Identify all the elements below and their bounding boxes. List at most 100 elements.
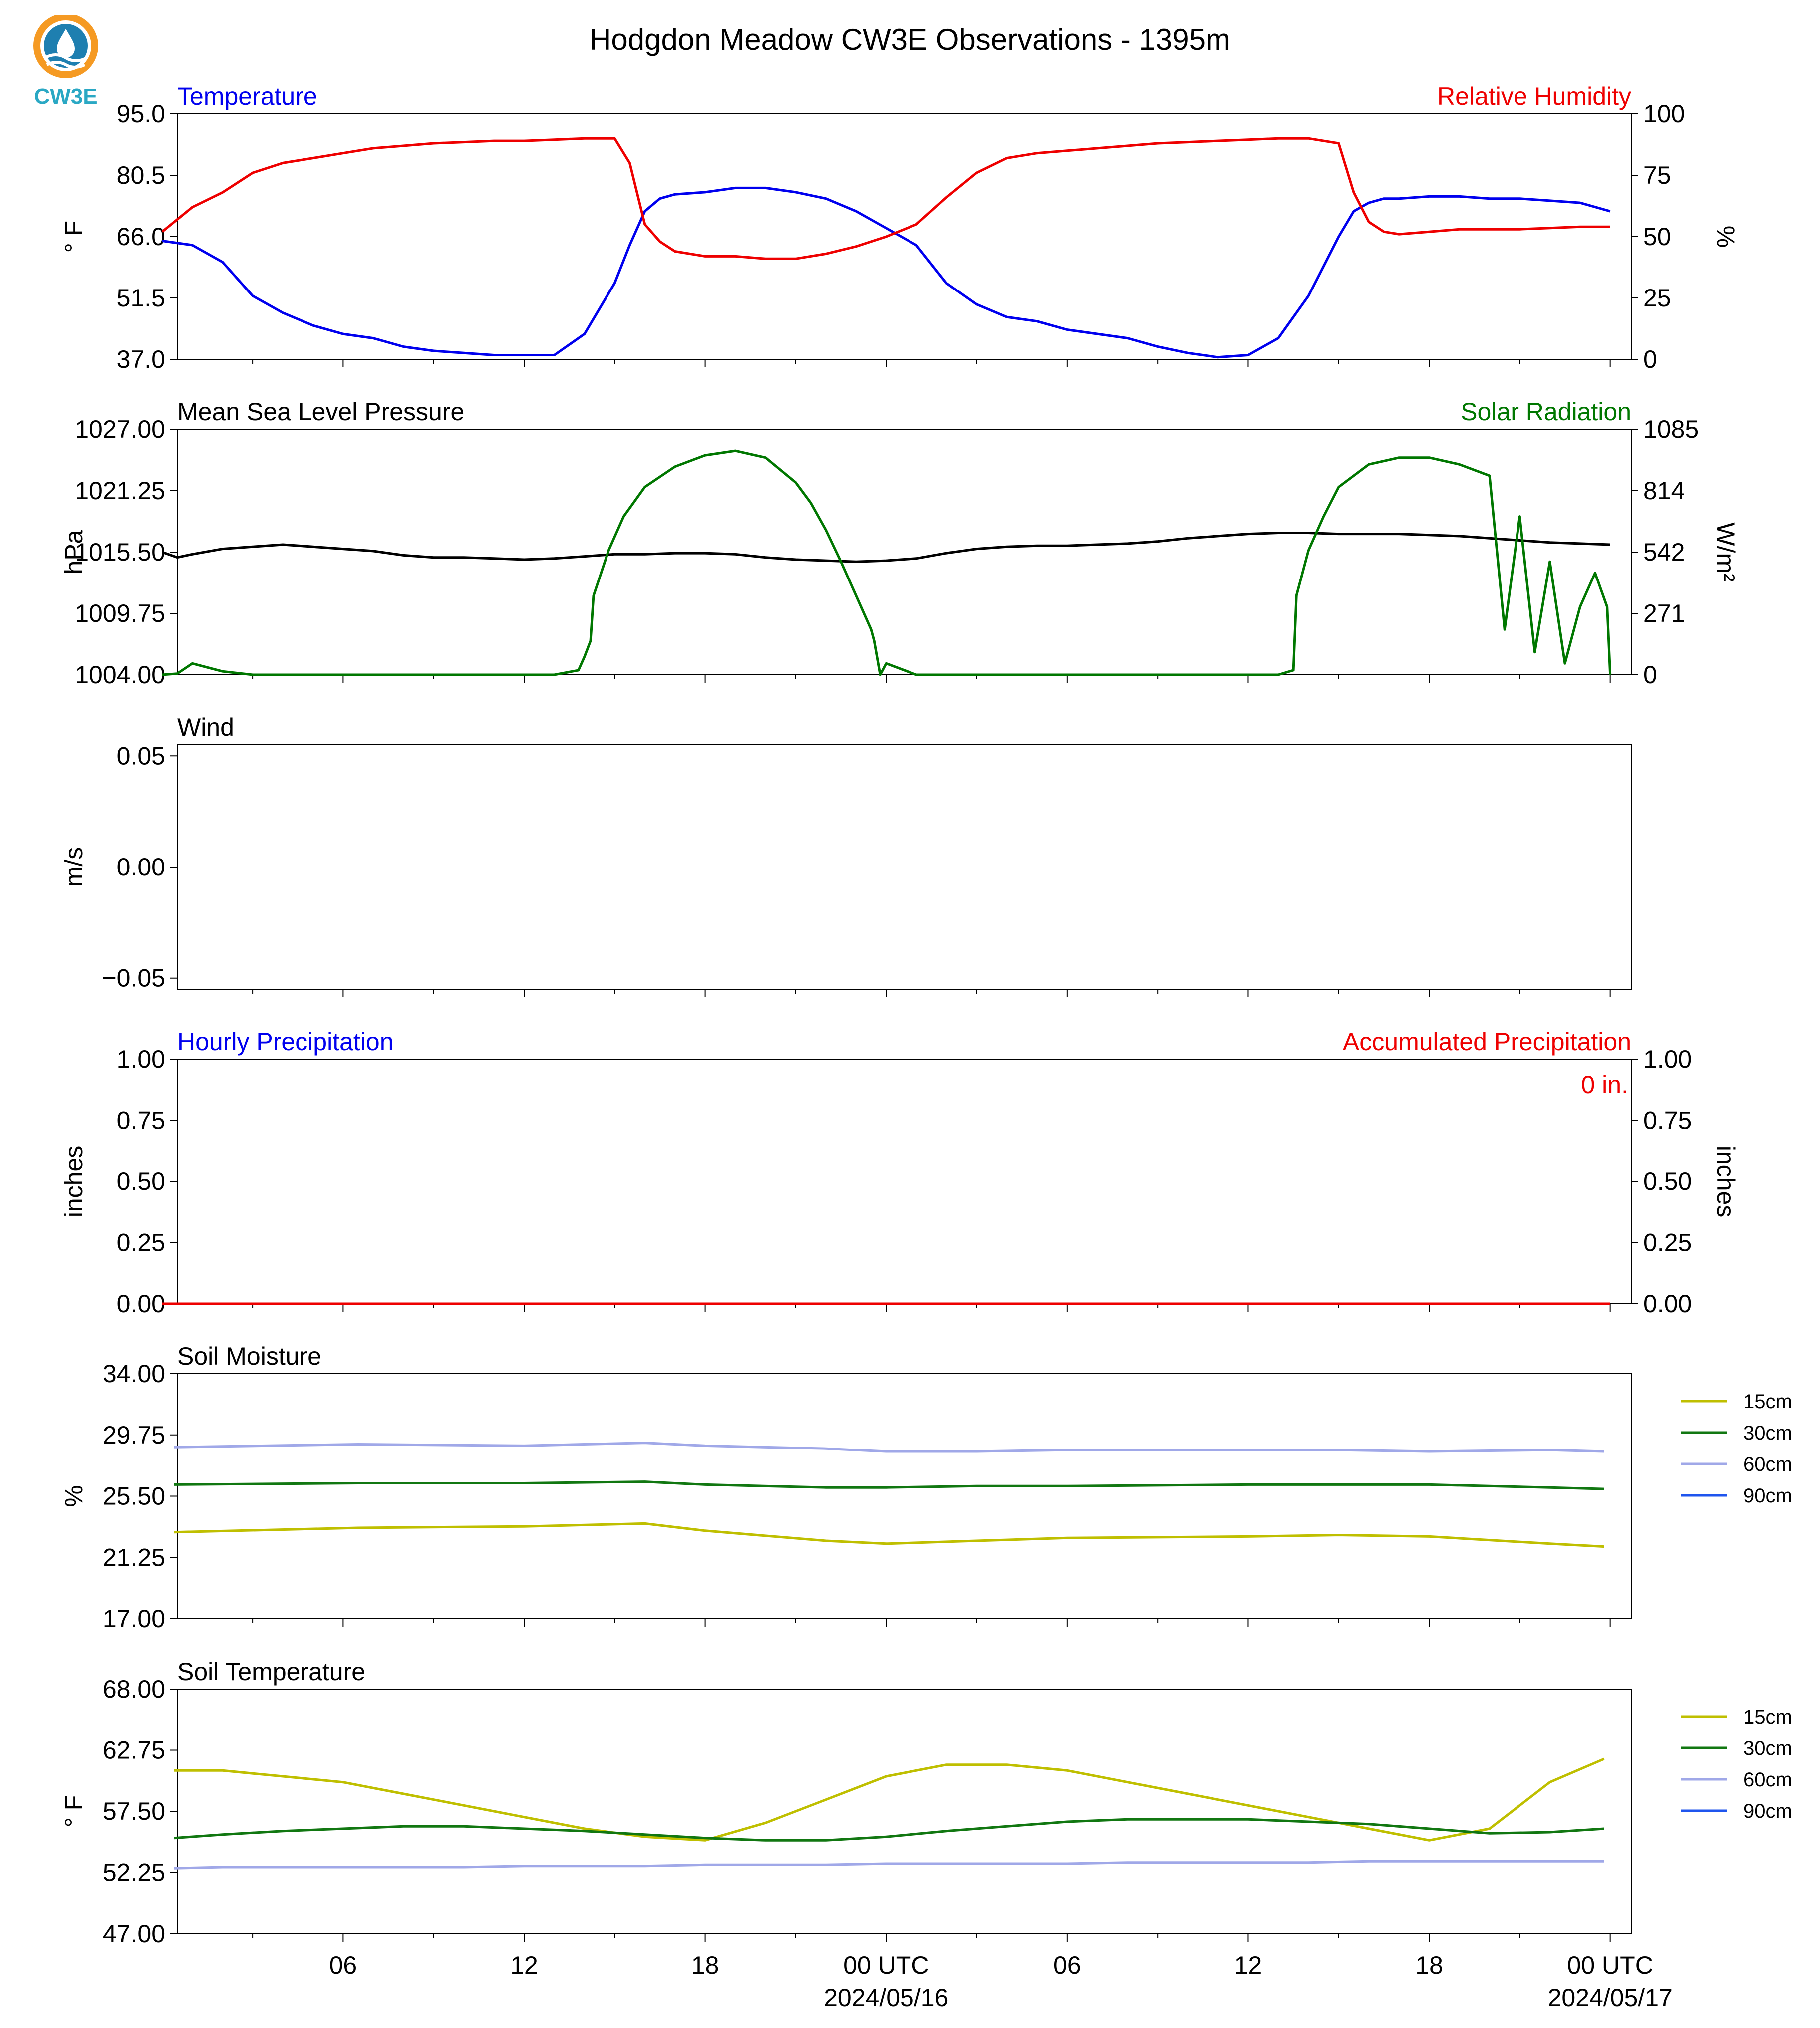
panel1-frame bbox=[177, 113, 1632, 360]
date-label: 2024/05/17 bbox=[1548, 1984, 1673, 2012]
panel6-series-60cm bbox=[174, 1860, 1604, 1870]
panel3-ytick-label-left: 0.05 bbox=[117, 742, 165, 770]
panel5-ylabel-left: % bbox=[60, 1485, 88, 1507]
panel3-ylabel-left: m/s bbox=[60, 847, 88, 887]
panel2-ylabel-left: hPa bbox=[60, 530, 88, 574]
panel4-ylabel-left: inches bbox=[60, 1146, 88, 1218]
panel3-frame bbox=[177, 744, 1632, 990]
panel2-ytick-label-left: 1009.75 bbox=[75, 599, 165, 627]
panel4-ytick-label-left: 0.00 bbox=[117, 1290, 165, 1318]
cw3e-logo: CW3E bbox=[26, 13, 126, 110]
xtick-label: 06 bbox=[329, 1951, 357, 1979]
panel2-ylabel-right: W/m² bbox=[1712, 522, 1740, 581]
xtick-label: 18 bbox=[691, 1951, 719, 1979]
xtick-label: 00 UTC bbox=[1567, 1951, 1653, 1979]
panel6-ytick-label-left: 47.00 bbox=[103, 1920, 165, 1948]
panel6-ytick-label-left: 68.00 bbox=[103, 1675, 165, 1703]
panel3-ytick-label-left: 0.00 bbox=[117, 853, 165, 881]
panel1-ytick-label-left: 80.5 bbox=[117, 161, 165, 189]
panel5-ytick-label-left: 17.00 bbox=[103, 1605, 165, 1633]
panel1-ytick-label-left: 51.5 bbox=[117, 284, 165, 312]
panel2-ytick-label-right: 1085 bbox=[1643, 415, 1699, 443]
panel6-ytick-label-left: 52.25 bbox=[103, 1859, 165, 1887]
xtick-label: 12 bbox=[510, 1951, 538, 1979]
panel4-ytick-label-left: 1.00 bbox=[117, 1045, 165, 1073]
panel1-series-temperature bbox=[162, 186, 1611, 359]
panel2-series-mean-sea-level-pressure bbox=[161, 532, 1610, 563]
panel4-ytick-label-left: 0.25 bbox=[117, 1229, 165, 1257]
panel6-legend-label-90cm: 90cm bbox=[1743, 1800, 1792, 1822]
panel1-ylabel-right: % bbox=[1712, 226, 1740, 248]
figure-title: Hodgdon Meadow CW3E Observations - 1395m bbox=[590, 23, 1230, 56]
svg-text:CW3E: CW3E bbox=[34, 84, 97, 109]
panel2-series-solar-radiation bbox=[162, 449, 1612, 676]
panel2-ytick-label-left: 1021.25 bbox=[75, 477, 165, 505]
panel1-ytick-label-right: 50 bbox=[1643, 223, 1671, 251]
panel2-title-right: Solar Radiation bbox=[1461, 398, 1631, 426]
panel1-ytick-label-right: 25 bbox=[1643, 284, 1671, 312]
panel5-title-left: Soil Moisture bbox=[177, 1342, 321, 1370]
xtick-label: 00 UTC bbox=[843, 1951, 929, 1979]
panel1-ytick-label-left: 66.0 bbox=[117, 223, 165, 251]
panel1-series-relative-humidity bbox=[161, 137, 1610, 260]
panel4-ytick-label-right: 1.00 bbox=[1643, 1045, 1692, 1073]
panel6-ytick-label-left: 57.50 bbox=[103, 1797, 165, 1825]
panel4-ytick-label-right: 0.75 bbox=[1643, 1107, 1692, 1135]
panel4-ytick-label-right: 0.50 bbox=[1643, 1167, 1692, 1195]
xtick-label: 18 bbox=[1415, 1951, 1443, 1979]
panel1-title-left: Temperature bbox=[177, 82, 317, 110]
panel5-ytick-label-left: 25.50 bbox=[103, 1482, 165, 1510]
panel4-title-left: Hourly Precipitation bbox=[177, 1028, 394, 1056]
panel5-series-30cm bbox=[174, 1480, 1604, 1490]
panel5-series-15cm bbox=[174, 1522, 1604, 1548]
panel6-legend-label-60cm: 60cm bbox=[1743, 1769, 1792, 1791]
panel5-legend-label-15cm: 15cm bbox=[1743, 1391, 1792, 1413]
panel5-legend-label-30cm: 30cm bbox=[1743, 1422, 1792, 1444]
panel1-ytick-label-left: 95.0 bbox=[117, 100, 165, 128]
panel2-ytick-label-right: 0 bbox=[1643, 661, 1657, 689]
panel1-ylabel-left: ° F bbox=[60, 221, 88, 253]
xtick-label: 06 bbox=[1053, 1951, 1081, 1979]
panel6-frame bbox=[177, 1689, 1632, 1934]
panel2-ytick-label-right: 271 bbox=[1643, 599, 1685, 627]
panel3-title-left: Wind bbox=[177, 713, 234, 741]
panel4-annotation: 0 in. bbox=[1581, 1071, 1628, 1099]
panel6-ylabel-left: ° F bbox=[60, 1795, 88, 1827]
cw3e-logo-graphic: CW3E bbox=[33, 13, 98, 109]
panel4-ytick-label-right: 0.25 bbox=[1643, 1229, 1692, 1257]
panel5-ytick-label-left: 21.25 bbox=[103, 1543, 165, 1571]
panel2-ytick-label-right: 542 bbox=[1643, 538, 1685, 566]
panel5-frame bbox=[177, 1373, 1632, 1619]
panel4-ylabel-right: inches bbox=[1712, 1146, 1740, 1218]
panel5-legend-label-90cm: 90cm bbox=[1743, 1485, 1792, 1507]
panel2-ytick-label-left: 1004.00 bbox=[75, 661, 165, 689]
panel5-ytick-label-left: 29.75 bbox=[103, 1421, 165, 1449]
panel1-ytick-label-left: 37.0 bbox=[117, 345, 165, 373]
panel3-ytick-label-left: −0.05 bbox=[102, 964, 165, 992]
panel1-title-right: Relative Humidity bbox=[1437, 82, 1631, 110]
panel1-ytick-label-right: 100 bbox=[1643, 100, 1685, 128]
panel5-ytick-label-left: 34.00 bbox=[103, 1360, 165, 1388]
panel2-ytick-label-left: 1015.50 bbox=[75, 538, 165, 566]
panel2-ytick-label-left: 1027.00 bbox=[75, 415, 165, 443]
panel2-title-left: Mean Sea Level Pressure bbox=[177, 398, 464, 426]
panel4-title-right: Accumulated Precipitation bbox=[1343, 1028, 1631, 1056]
panel6-title-left: Soil Temperature bbox=[177, 1658, 365, 1686]
date-label: 2024/05/16 bbox=[824, 1984, 948, 2012]
panel6-legend-label-15cm: 15cm bbox=[1743, 1706, 1792, 1728]
xtick-label: 12 bbox=[1234, 1951, 1262, 1979]
panel4-ytick-label-right: 0.00 bbox=[1643, 1290, 1692, 1318]
panel6-series-30cm bbox=[174, 1818, 1604, 1842]
panel4-ytick-label-left: 0.50 bbox=[117, 1167, 165, 1195]
panel1-ytick-label-right: 75 bbox=[1643, 161, 1671, 189]
panel2-frame bbox=[177, 429, 1632, 675]
panel5-series-60cm bbox=[174, 1442, 1604, 1453]
panel4-frame bbox=[177, 1059, 1632, 1304]
panel2-ytick-label-right: 814 bbox=[1643, 477, 1685, 505]
panel6-legend-label-30cm: 30cm bbox=[1743, 1738, 1792, 1759]
panel5-legend-label-60cm: 60cm bbox=[1743, 1453, 1792, 1475]
panel1-ytick-label-right: 0 bbox=[1643, 345, 1657, 373]
panel4-ytick-label-left: 0.75 bbox=[117, 1107, 165, 1135]
panel6-ytick-label-left: 62.75 bbox=[103, 1737, 165, 1764]
